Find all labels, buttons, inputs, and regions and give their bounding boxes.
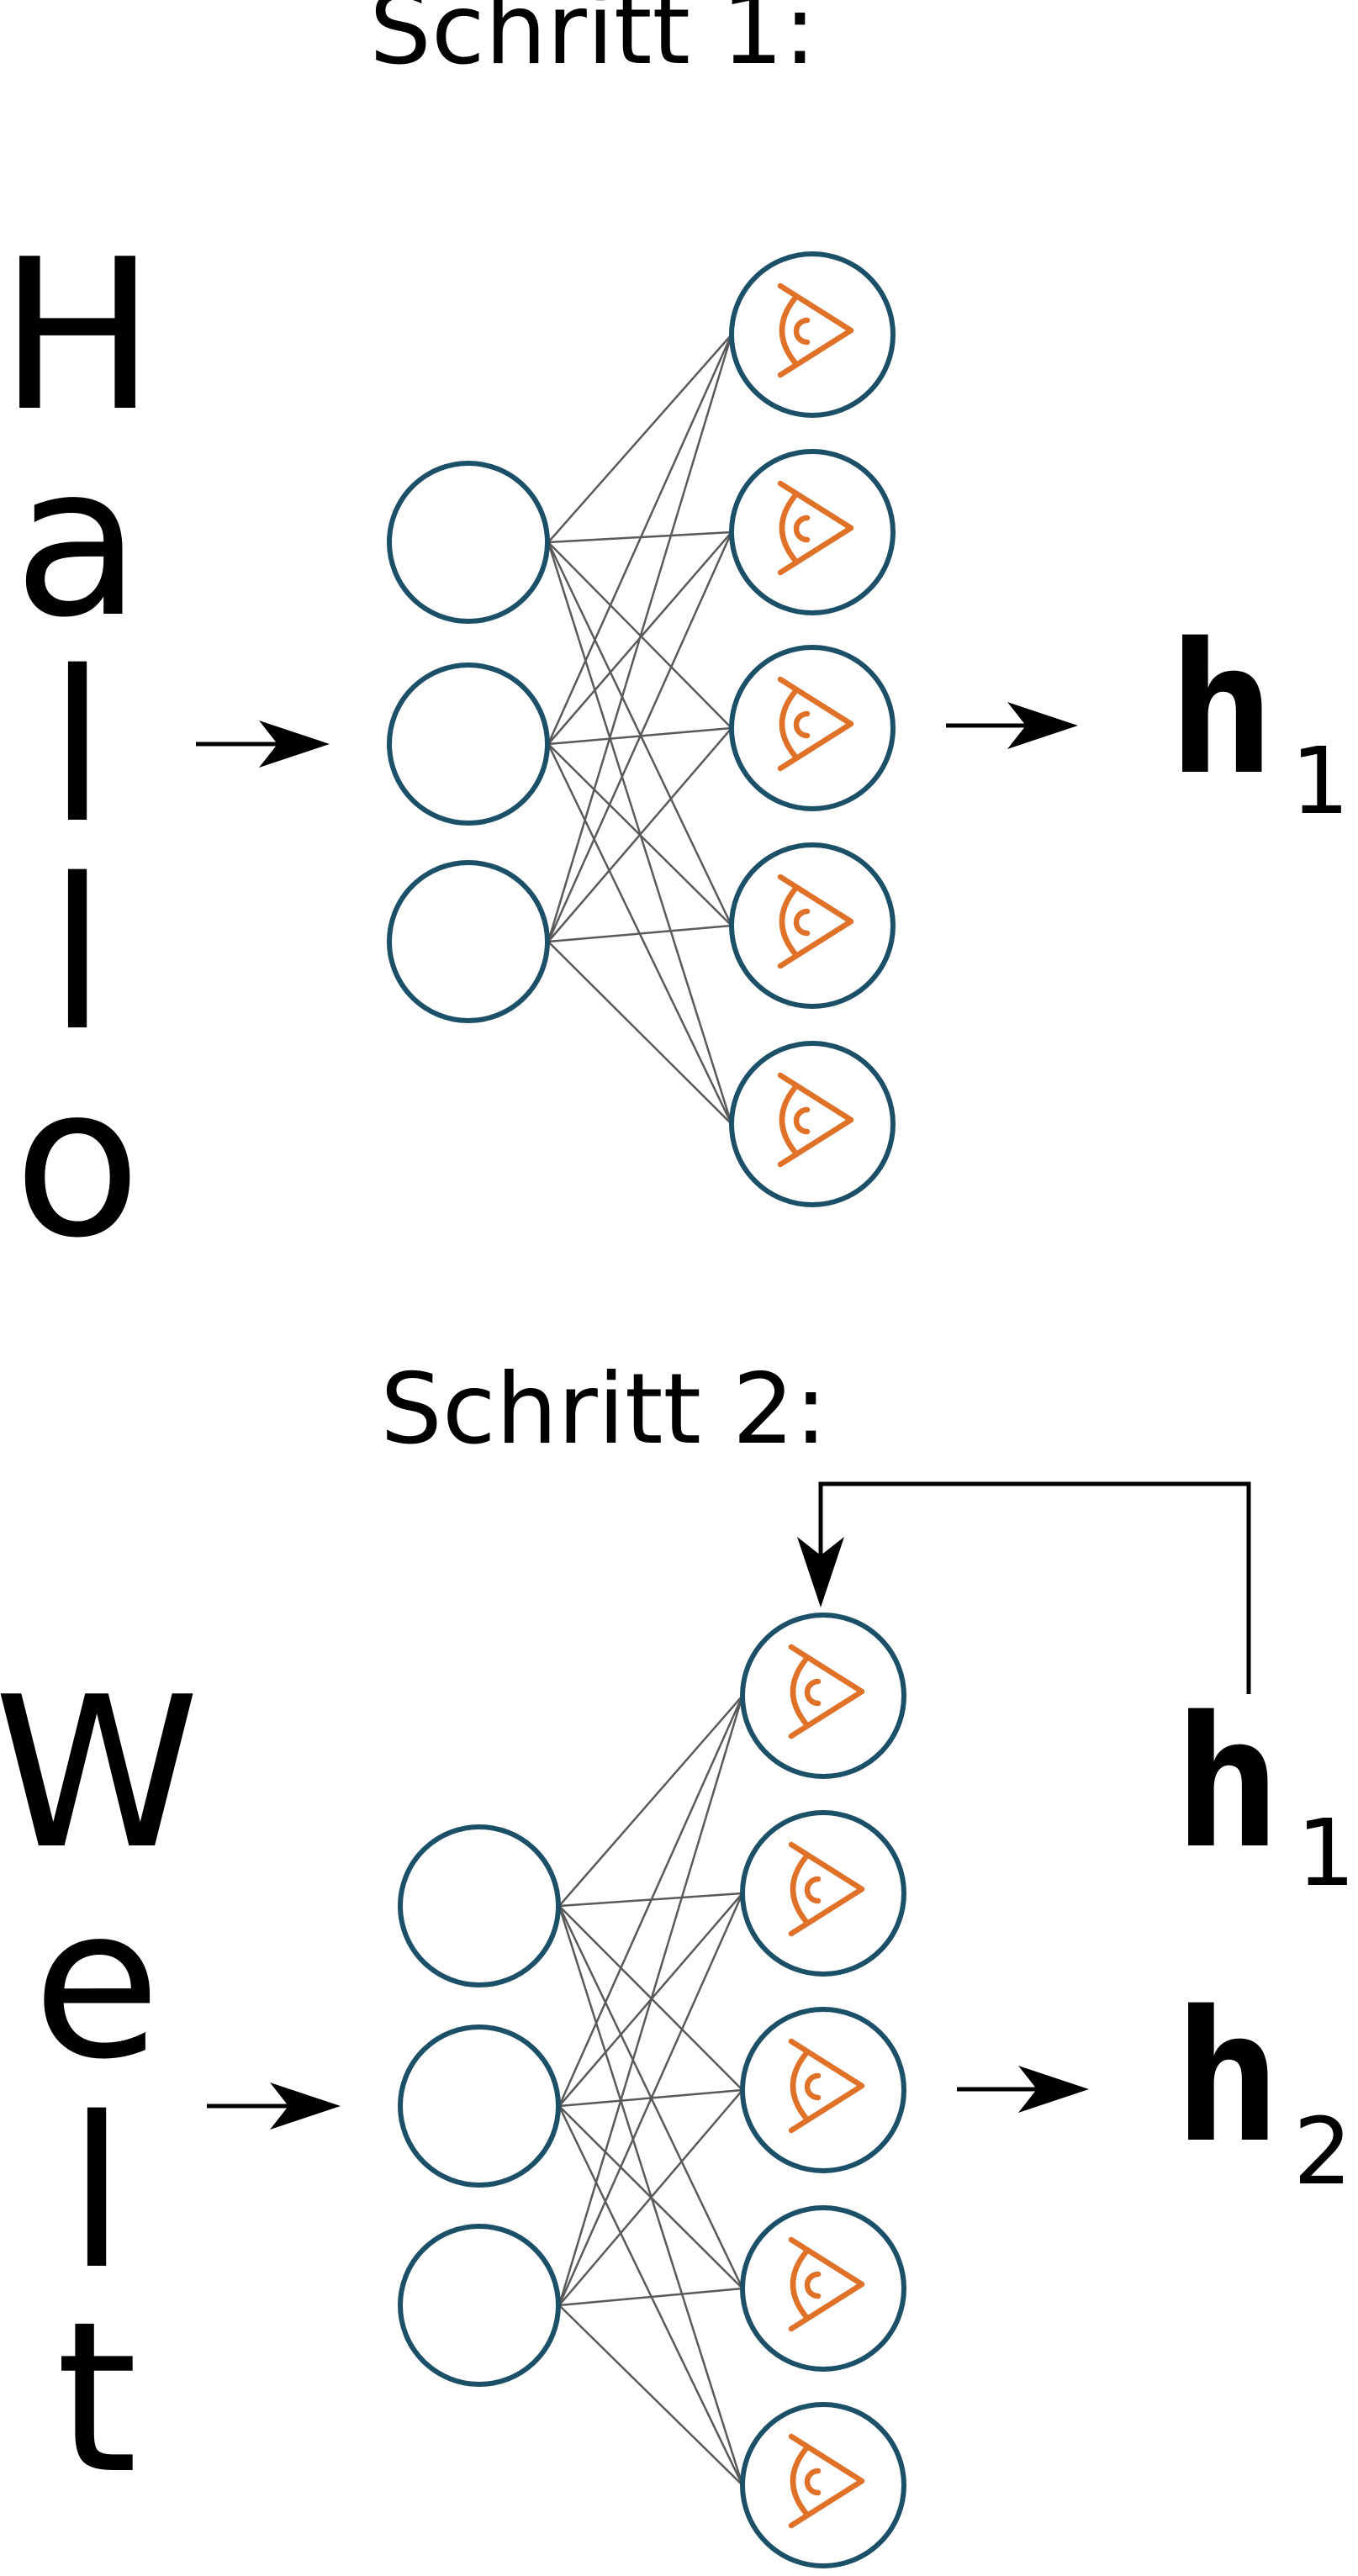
step-1-hidden-layer	[729, 251, 896, 1207]
hidden-node	[729, 251, 896, 418]
step-1-title: Schritt 1:	[369, 0, 816, 87]
step-1-output-arrow	[946, 702, 1078, 749]
input-letter: l	[49, 835, 107, 1077]
output-subscript: 2	[1293, 2098, 1352, 2205]
input-letter: e	[33, 1863, 161, 2105]
input-node	[387, 461, 550, 624]
step-2-connections	[557, 1695, 744, 2486]
input-letter: a	[13, 421, 141, 663]
step-2-feedback-arrow	[797, 1481, 1251, 1694]
input-node	[387, 860, 550, 1023]
step-1-input-word: H a l l o	[0, 215, 156, 1284]
hidden-node	[740, 2402, 906, 2568]
step-2-title: Schritt 2:	[380, 1353, 827, 1466]
step-1-connections	[547, 334, 733, 1125]
step-2-output-arrow	[957, 2066, 1089, 2113]
step-1-input-arrow	[196, 721, 330, 768]
feedback-subscript: 1	[1297, 1799, 1355, 1907]
input-letter: W	[0, 1653, 200, 1895]
step-2-input-arrow	[207, 2082, 341, 2130]
input-letter: l	[49, 627, 107, 869]
step-1-input-layer	[387, 461, 550, 1023]
input-node	[387, 662, 550, 826]
input-node	[398, 1824, 561, 1987]
output-variable: h	[1167, 604, 1276, 815]
hidden-node	[729, 1041, 896, 1207]
feedback-variable: h	[1173, 1677, 1281, 1888]
input-letter: H	[0, 215, 156, 457]
hidden-node	[740, 1810, 906, 1977]
hidden-node	[729, 842, 896, 1009]
input-letter: t	[55, 2278, 137, 2520]
hidden-node	[729, 449, 896, 615]
input-letter: o	[13, 1042, 141, 1284]
input-node	[398, 2024, 561, 2188]
step-2-section: Schritt 2: W e l t	[0, 1353, 1355, 2568]
output-variable: h	[1173, 1972, 1281, 2183]
step-2-input-word: W e l t	[0, 1653, 200, 2520]
step-2-feedback-h1: h 1	[1173, 1677, 1355, 1907]
input-letter: l	[68, 2073, 126, 2315]
hidden-node	[740, 2205, 906, 2372]
step-1-output-h1: h 1	[1167, 604, 1350, 835]
hidden-node	[740, 1613, 906, 1779]
hidden-node	[740, 2007, 906, 2173]
step-2-input-layer	[398, 1824, 561, 2387]
hidden-node	[729, 645, 896, 811]
step-2-hidden-layer	[740, 1613, 906, 2568]
input-node	[398, 2224, 561, 2387]
step-1-section: Schritt 1: H a l l o	[0, 0, 1350, 1284]
step-2-output-h2: h 2	[1173, 1972, 1352, 2205]
output-subscript: 1	[1291, 727, 1350, 835]
